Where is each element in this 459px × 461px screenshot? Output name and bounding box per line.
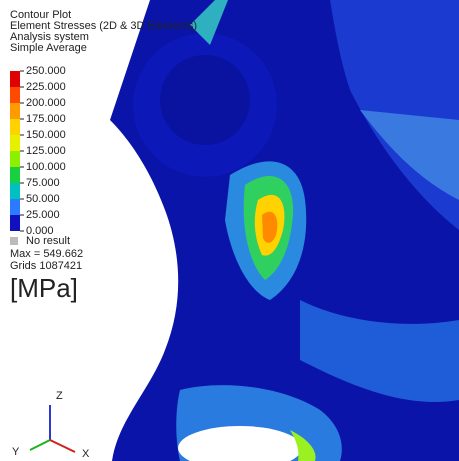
max-label: Max = 549.662 [10, 248, 83, 260]
no-result-label: No result [26, 235, 70, 247]
legend-label: 250.000 [26, 65, 66, 77]
legend-label: 150.000 [26, 129, 66, 141]
legend-label: 50.000 [26, 193, 60, 205]
legend-swatch [10, 119, 20, 135]
legend-label: 200.000 [26, 97, 66, 109]
legend-swatch [10, 199, 20, 215]
legend-swatch [10, 103, 20, 119]
legend-label: 125.000 [26, 145, 66, 157]
grids-label: Grids 1087421 [10, 260, 82, 272]
screenshot: Contour PlotElement Stresses (2D & 3D El… [0, 0, 459, 461]
legend-swatch [10, 71, 20, 87]
boss-top [160, 55, 250, 145]
axis-label: Y [12, 446, 20, 458]
legend-label: 225.000 [26, 81, 66, 93]
legend-label: 75.000 [26, 177, 60, 189]
legend-swatch [10, 87, 20, 103]
legend-label: 100.000 [26, 161, 66, 173]
legend-label: 175.000 [26, 113, 66, 125]
unit-label: [MPa] [10, 273, 78, 303]
axis-label: Z [56, 390, 63, 402]
legend-swatch [10, 215, 20, 231]
axis-label: X [82, 448, 90, 460]
no-result-swatch [10, 237, 18, 245]
legend-swatch [10, 183, 20, 199]
header-line: Simple Average [10, 42, 87, 54]
legend-swatch [10, 167, 20, 183]
legend-swatch [10, 135, 20, 151]
legend-swatch [10, 151, 20, 167]
legend-label: 25.000 [26, 209, 60, 221]
